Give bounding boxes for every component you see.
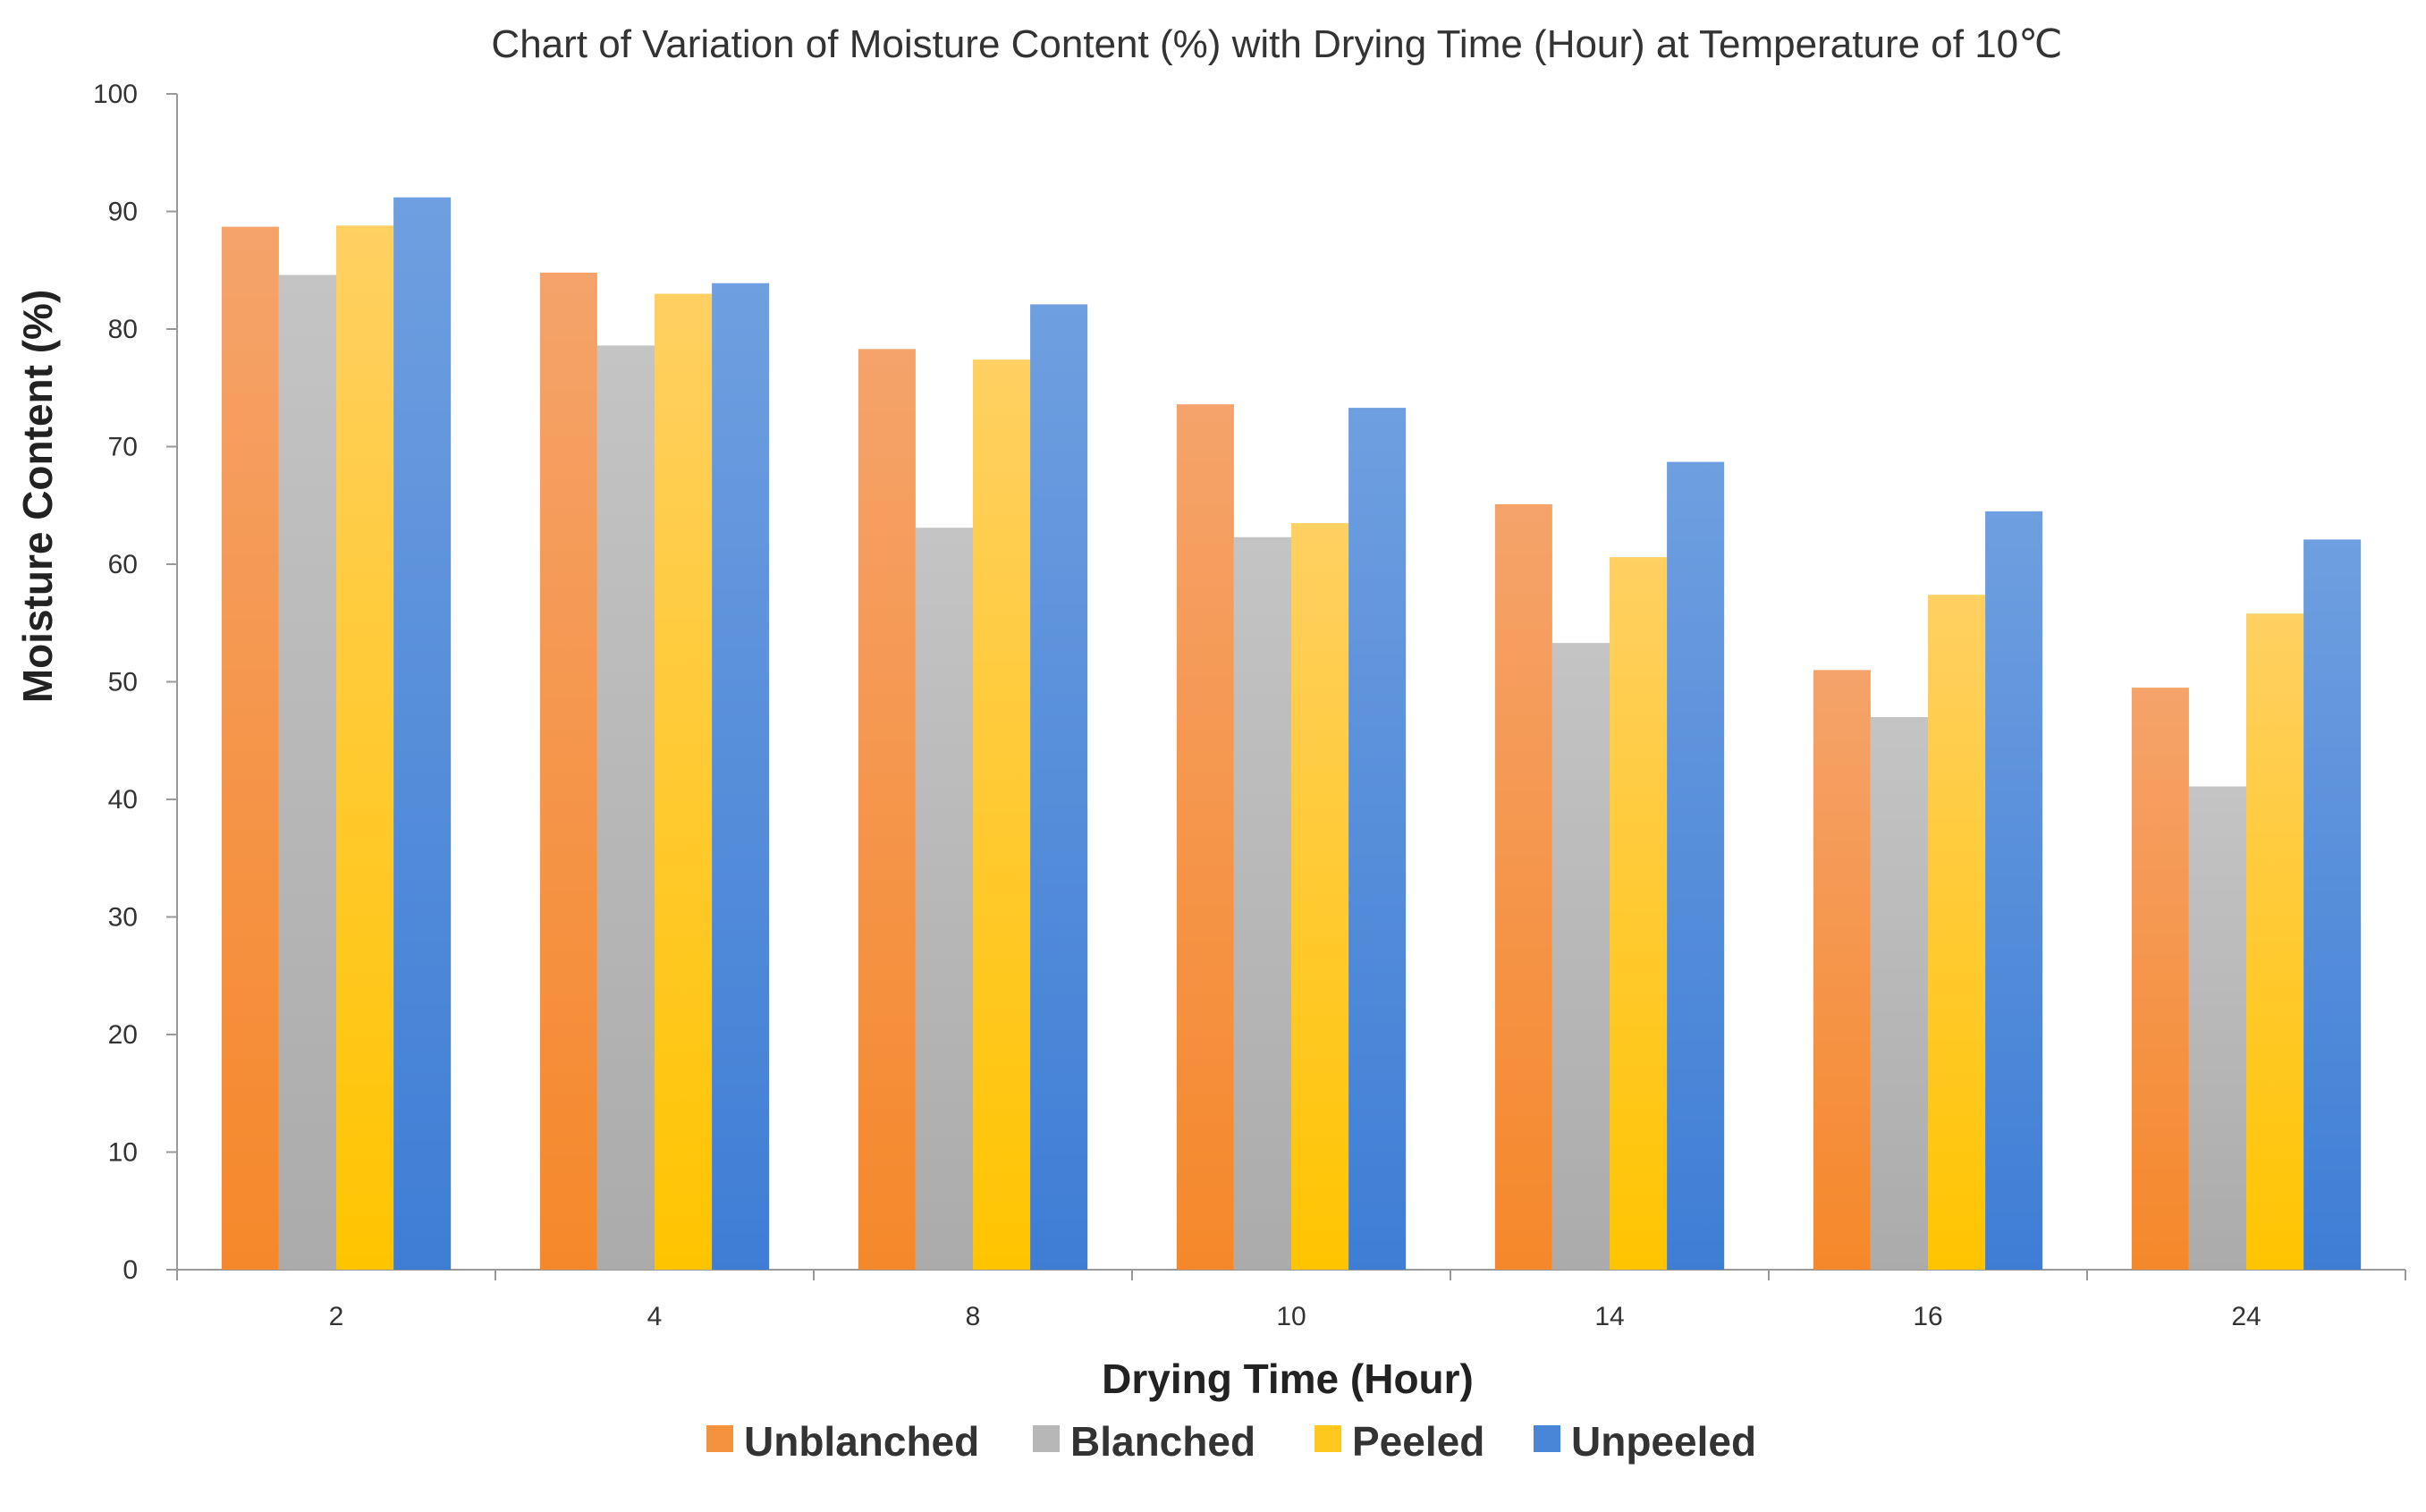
bar-unpeeled-4h bbox=[712, 283, 770, 1271]
chart-title: Chart of Variation of Moisture Content (… bbox=[491, 22, 2062, 66]
bar-unblanched-8h bbox=[858, 349, 916, 1271]
bar-peeled-4h bbox=[655, 293, 713, 1270]
x-tick-label: 16 bbox=[1913, 1302, 1942, 1331]
bar-blanched-10h bbox=[1233, 536, 1291, 1270]
bar-blanched-24h bbox=[2188, 786, 2246, 1270]
y-tick-label: 80 bbox=[108, 315, 138, 344]
y-axis-title: Moisture Content (%) bbox=[14, 290, 61, 704]
y-tick-label: 90 bbox=[108, 198, 138, 227]
bar-peeled-14h bbox=[1610, 557, 1668, 1270]
bar-peeled-16h bbox=[1928, 595, 1986, 1270]
x-axis-ticks: 2 4 8 10 14 16 24 bbox=[176, 1270, 2406, 1331]
bar-blanched-4h bbox=[596, 345, 655, 1270]
x-tick-label: 24 bbox=[2231, 1302, 2261, 1331]
bar-unpeeled-14h bbox=[1667, 461, 1725, 1270]
bar-unpeeled-16h bbox=[1985, 511, 2043, 1270]
y-tick-label: 10 bbox=[108, 1138, 138, 1168]
bar-peeled-10h bbox=[1291, 522, 1349, 1270]
bar-unblanched-24h bbox=[2131, 688, 2189, 1270]
legend-swatch-blanched bbox=[1033, 1425, 1060, 1452]
bar-unblanched-10h bbox=[1176, 404, 1234, 1270]
bar-unblanched-16h bbox=[1813, 670, 1871, 1270]
y-axis-ticks: 0 10 20 30 40 50 60 70 80 90 100 bbox=[93, 80, 177, 1285]
legend-label-blanched: Blanched bbox=[1070, 1418, 1255, 1465]
legend-swatch-unblanched bbox=[706, 1425, 733, 1452]
legend-label-unpeeled: Unpeeled bbox=[1571, 1418, 1756, 1465]
y-tick-label: 70 bbox=[108, 433, 138, 462]
y-tick-label: 40 bbox=[108, 785, 138, 815]
bar-peeled-8h bbox=[973, 359, 1031, 1270]
y-tick-label: 60 bbox=[108, 550, 138, 579]
bar-blanched-16h bbox=[1870, 716, 1928, 1270]
y-tick-label: 20 bbox=[108, 1020, 138, 1050]
bar-peeled-2h bbox=[336, 225, 394, 1270]
y-tick-label: 100 bbox=[93, 80, 138, 109]
bar-unpeeled-8h bbox=[1030, 304, 1088, 1270]
bar-unblanched-14h bbox=[1494, 503, 1552, 1270]
bar-unpeeled-24h bbox=[2303, 539, 2362, 1270]
x-tick-label: 2 bbox=[329, 1302, 344, 1331]
bar-blanched-14h bbox=[1551, 643, 1610, 1270]
bar-unblanched-2h bbox=[221, 226, 279, 1271]
bars-group bbox=[221, 197, 2362, 1271]
legend: Unblanched Blanched Peeled Unpeeled bbox=[706, 1418, 1756, 1465]
x-tick-label: 10 bbox=[1276, 1302, 1306, 1331]
bar-unblanched-4h bbox=[539, 272, 597, 1270]
x-tick-label: 14 bbox=[1594, 1302, 1624, 1331]
y-tick-label: 0 bbox=[123, 1255, 138, 1285]
legend-label-unblanched: Unblanched bbox=[744, 1418, 979, 1465]
x-tick-label: 4 bbox=[647, 1302, 663, 1331]
bar-peeled-24h bbox=[2246, 613, 2304, 1270]
x-axis-title: Drying Time (Hour) bbox=[1102, 1356, 1474, 1402]
bar-blanched-8h bbox=[915, 528, 973, 1270]
bar-unpeeled-10h bbox=[1348, 408, 1407, 1271]
y-tick-label: 50 bbox=[108, 668, 138, 697]
legend-swatch-peeled bbox=[1314, 1425, 1341, 1452]
bar-unpeeled-2h bbox=[393, 197, 452, 1271]
bar-blanched-2h bbox=[278, 275, 336, 1270]
y-tick-label: 30 bbox=[108, 903, 138, 933]
legend-swatch-unpeeled bbox=[1534, 1425, 1560, 1452]
legend-label-peeled: Peeled bbox=[1352, 1418, 1484, 1465]
x-tick-label: 8 bbox=[966, 1302, 981, 1331]
